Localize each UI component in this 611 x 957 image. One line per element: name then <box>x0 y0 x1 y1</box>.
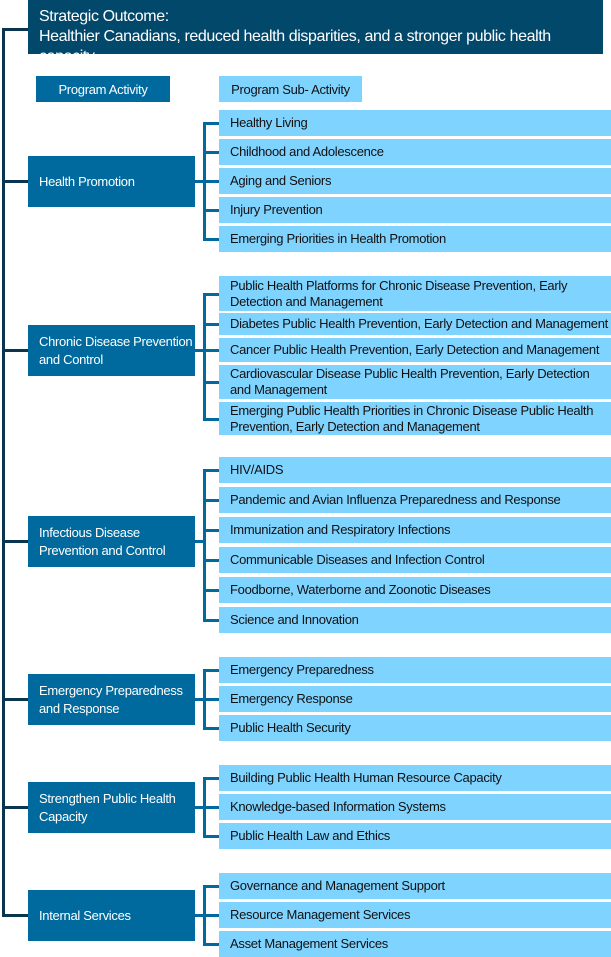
program-activity-box: Health Promotion <box>28 156 195 207</box>
program-sub-activity-box: Foodborne, Waterborne and Zoonotic Disea… <box>219 577 611 603</box>
bracket-connector <box>195 540 205 543</box>
trunk-connector <box>2 806 28 809</box>
strategic-outcome-box: Strategic Outcome: Healthier Canadians, … <box>28 0 603 65</box>
program-sub-activity-box: Pandemic and Avian Influenza Preparednes… <box>219 487 611 513</box>
program-sub-activity-box: Building Public Health Human Resource Ca… <box>219 765 611 791</box>
program-sub-activity-box: Aging and Seniors <box>219 168 611 194</box>
strategic-outcome-label: Strategic Outcome: <box>39 8 169 25</box>
bracket-tick <box>203 529 219 532</box>
strategic-outcome-text: Healthier Canadians, reduced health disp… <box>39 28 551 65</box>
trunk-connector <box>2 914 28 917</box>
program-sub-activity-box: Childhood and Adolescence <box>219 139 611 165</box>
bracket-connector <box>195 806 205 809</box>
bracket-tick <box>203 469 219 472</box>
bracket-connector <box>195 914 205 917</box>
bracket-tick <box>203 349 219 352</box>
bracket-connector <box>195 349 205 352</box>
program-sub-activity-box: Emerging Public Health Priorities in Chr… <box>219 402 611 435</box>
program-activity-box: Chronic Disease Prevention and Control <box>28 325 195 376</box>
program-sub-activity-box: Public Health Security <box>219 715 611 741</box>
program-sub-activity-box: Cardiovascular Disease Public Health Pre… <box>219 365 611 399</box>
trunk-connector <box>2 540 28 543</box>
bracket-tick <box>203 943 219 946</box>
bracket-line <box>203 292 206 421</box>
bracket-tick <box>203 777 219 780</box>
trunk-connector <box>2 698 28 701</box>
bracket-tick <box>203 669 219 672</box>
bracket-tick <box>203 914 219 917</box>
bracket-tick <box>203 727 219 730</box>
program-sub-activity-box: Resource Management Services <box>219 902 611 928</box>
legend-program-sub-activity: Program Sub- Activity <box>219 76 362 102</box>
bracket-tick <box>203 323 219 326</box>
bracket-tick <box>203 209 219 212</box>
legend-program-activity: Program Activity <box>36 76 170 102</box>
program-sub-activity-box: Emergency Response <box>219 686 611 712</box>
program-sub-activity-box: Asset Management Services <box>219 931 611 957</box>
program-sub-activity-box: Immunization and Respiratory Infections <box>219 517 611 543</box>
bracket-tick <box>203 381 219 384</box>
program-sub-activity-box: Communicable Diseases and Infection Cont… <box>219 547 611 573</box>
program-sub-activity-box: Governance and Management Support <box>219 873 611 899</box>
bracket-tick <box>203 122 219 125</box>
program-activity-box: Strengthen Public Health Capacity <box>28 782 195 833</box>
bracket-tick <box>203 698 219 701</box>
program-activity-box: Emergency Preparedness and Response <box>28 674 195 725</box>
program-sub-activity-box: Emerging Priorities in Health Promotion <box>219 226 611 252</box>
bracket-tick <box>203 559 219 562</box>
program-sub-activity-box: Emergency Preparedness <box>219 657 611 683</box>
bracket-tick <box>203 417 219 421</box>
bracket-line <box>203 469 206 622</box>
bracket-tick <box>203 151 219 154</box>
program-sub-activity-box: Knowledge-based Information Systems <box>219 794 611 820</box>
program-sub-activity-box: Injury Prevention <box>219 197 611 223</box>
program-sub-activity-box: Public Health Law and Ethics <box>219 823 611 849</box>
bracket-tick <box>203 238 219 241</box>
program-sub-activity-box: Science and Innovation <box>219 607 611 633</box>
bracket-tick <box>203 885 219 888</box>
program-sub-activity-box: Diabetes Public Health Prevention, Early… <box>219 313 611 335</box>
bracket-tick <box>203 292 219 296</box>
trunk-to-outcome-connector <box>2 28 28 31</box>
bracket-tick <box>203 499 219 502</box>
bracket-tick <box>203 589 219 592</box>
trunk-connector <box>2 180 28 183</box>
bracket-connector <box>195 180 205 183</box>
program-activity-box: Internal Services <box>28 890 195 941</box>
program-sub-activity-box: Cancer Public Health Prevention, Early D… <box>219 338 611 362</box>
trunk-line <box>2 28 5 916</box>
bracket-tick <box>203 835 219 838</box>
bracket-tick <box>203 619 219 622</box>
program-sub-activity-box: HIV/AIDS <box>219 457 611 483</box>
trunk-connector <box>2 349 28 352</box>
program-sub-activity-box: Healthy Living <box>219 110 611 136</box>
bracket-connector <box>195 698 205 701</box>
program-sub-activity-box: Public Health Platforms for Chronic Dise… <box>219 276 611 311</box>
bracket-tick <box>203 806 219 809</box>
bracket-tick <box>203 180 219 183</box>
program-activity-box: Infectious Disease Prevention and Contro… <box>28 516 195 567</box>
